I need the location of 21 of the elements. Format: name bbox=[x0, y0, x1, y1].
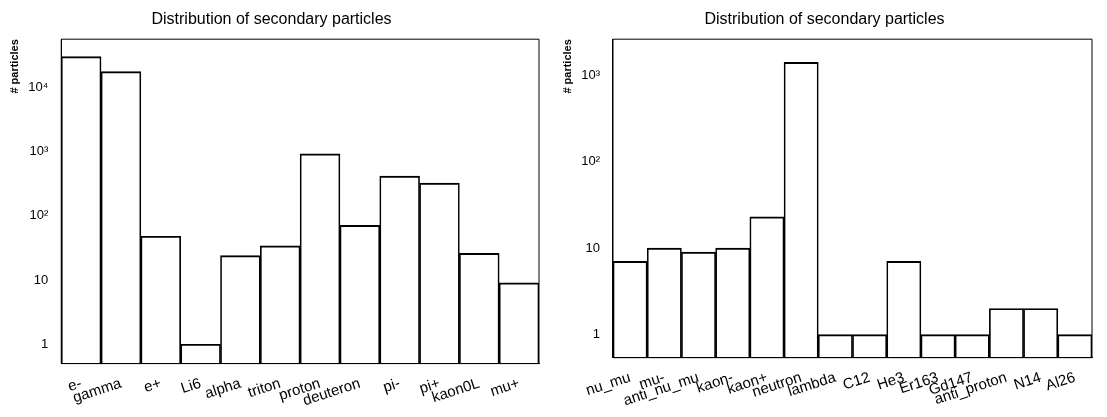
y-tick-label: 1 bbox=[592, 326, 600, 342]
y-tick-label: 1 bbox=[41, 335, 49, 351]
x-tick-label: alpha bbox=[202, 373, 244, 402]
x-tick-label: Al26 bbox=[1043, 367, 1078, 394]
x-tick-label: mu+ bbox=[487, 373, 522, 400]
chart-title: Distribution of secondary particles bbox=[704, 10, 945, 28]
x-tick-label: pi- bbox=[380, 373, 402, 396]
x-tick-label: e+ bbox=[141, 373, 164, 396]
y-axis-title: # particles bbox=[7, 39, 20, 94]
y-tick-label: 10³ bbox=[29, 143, 49, 159]
chart-title: Distribution of secondary particles bbox=[151, 10, 392, 28]
x-tick-label: Li6 bbox=[178, 373, 203, 397]
y-tick-label: 10² bbox=[581, 153, 601, 169]
x-tick-label: C12 bbox=[840, 367, 872, 393]
y-tick-label: 10⁴ bbox=[28, 78, 49, 94]
y-tick-label: 10² bbox=[29, 207, 49, 223]
x-tick-label: N14 bbox=[1011, 367, 1043, 393]
y-tick-label: 10³ bbox=[581, 66, 601, 82]
y-tick-label: 10 bbox=[585, 239, 600, 255]
y-axis-title: # particles bbox=[560, 39, 573, 94]
y-tick-label: 10 bbox=[33, 271, 49, 287]
